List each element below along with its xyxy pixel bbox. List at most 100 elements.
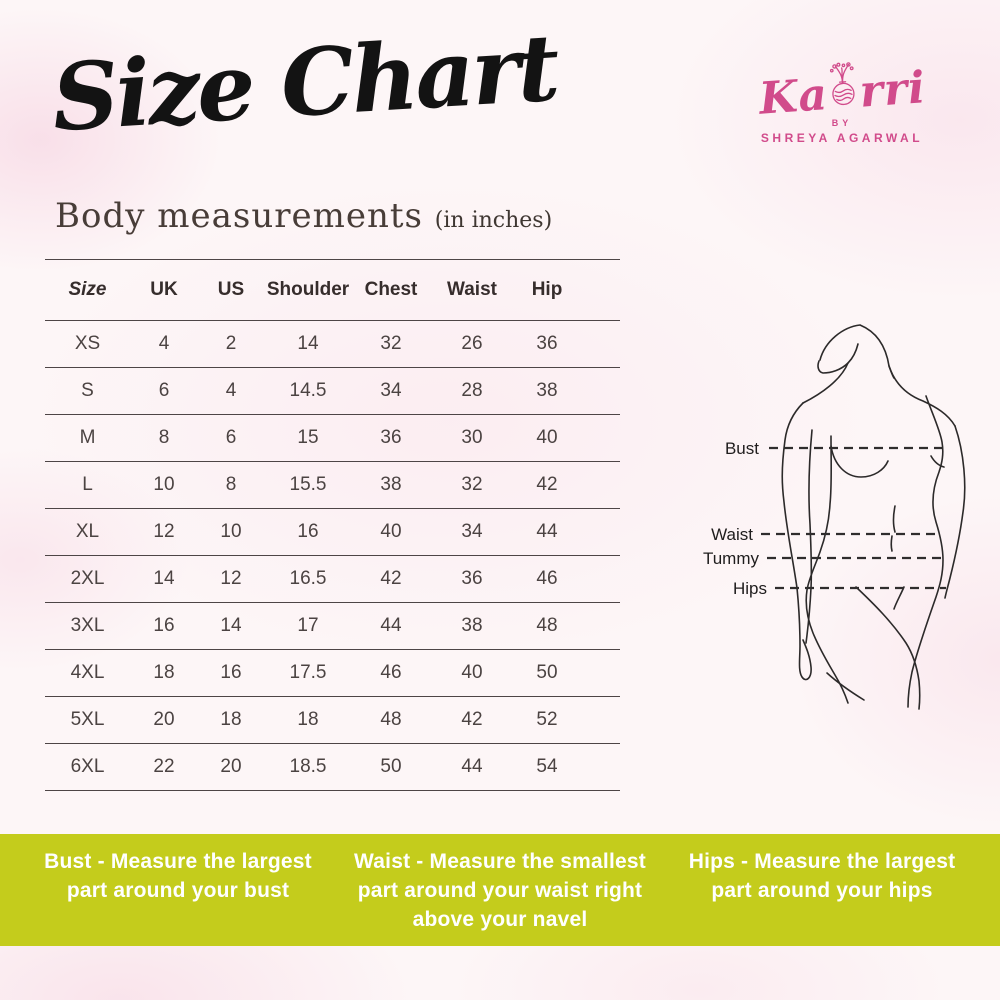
table-row: XL 12 10 16 40 34 44 (45, 508, 620, 556)
measurement-cell: 2 (198, 320, 264, 368)
size-cell: 4XL (45, 649, 130, 697)
measurement-cell: 32 (430, 461, 514, 509)
measurement-cell: 30 (430, 414, 514, 462)
measurement-cell: 42 (514, 461, 620, 509)
column-header-shoulder: Shoulder (264, 259, 352, 321)
subtitle-unit-note: (in inches) (434, 208, 553, 233)
measurement-cell: 46 (514, 555, 620, 603)
measurement-cell: 20 (130, 696, 198, 744)
column-header-chest: Chest (352, 259, 430, 321)
measurement-cell: 17.5 (264, 649, 352, 697)
section-subtitle: Body measurements (in inches) (55, 196, 552, 236)
size-cell: 6XL (45, 743, 130, 791)
measurement-cell: 14 (130, 555, 198, 603)
table-row: 4XL 18 16 17.5 46 40 50 (45, 649, 620, 697)
table-row: 3XL 16 14 17 44 38 48 (45, 602, 620, 650)
measurement-cell: 10 (198, 508, 264, 556)
page-title: Size Chart (49, 13, 560, 153)
size-cell: 3XL (45, 602, 130, 650)
waist-label: Waist (711, 525, 753, 544)
measurement-cell: 44 (514, 508, 620, 556)
table-row: 6XL 22 20 18.5 50 44 54 (45, 743, 620, 791)
measurement-cell: 38 (514, 367, 620, 415)
measurement-cell: 16.5 (264, 555, 352, 603)
measurement-banner: Bust - Measure the largest part around yo… (0, 834, 1000, 946)
banner-desc-hips: Measure the largest part around your hip… (711, 850, 956, 902)
measurement-cell: 36 (352, 414, 430, 462)
size-cell: M (45, 414, 130, 462)
measurement-cell: 17 (264, 602, 352, 650)
banner-term-waist: Waist - (354, 850, 424, 873)
measurement-cell: 42 (430, 696, 514, 744)
measurement-cell: 16 (130, 602, 198, 650)
measurement-cell: 18 (198, 696, 264, 744)
column-header-us: US (198, 259, 264, 321)
measurement-cell: 52 (514, 696, 620, 744)
column-header-size: Size (45, 259, 130, 321)
measurement-cell: 32 (352, 320, 430, 368)
header-row: Size UK US Shoulder Chest Waist Hip (45, 259, 620, 321)
size-cell: XS (45, 320, 130, 368)
measurement-cell: 14 (198, 602, 264, 650)
measurement-cell: 46 (352, 649, 430, 697)
measurement-cell: 8 (130, 414, 198, 462)
measurement-cell: 14 (264, 320, 352, 368)
measurement-cell: 44 (430, 743, 514, 791)
size-cell: 5XL (45, 696, 130, 744)
tummy-label: Tummy (703, 549, 760, 568)
measurement-cell: 28 (430, 367, 514, 415)
measurement-cell: 12 (130, 508, 198, 556)
measurement-cell: 48 (352, 696, 430, 744)
female-outline-illustration: Bust Waist Tummy Hips (703, 324, 966, 710)
table-row: XS 4 2 14 32 26 36 (45, 320, 620, 368)
measurement-cell: 15 (264, 414, 352, 462)
table-row: S 6 4 14.5 34 28 38 (45, 367, 620, 415)
brand-name: Ka rri (740, 55, 943, 125)
measurement-cell: 38 (352, 461, 430, 509)
flower-vase-icon (827, 61, 860, 113)
measurement-cell: 40 (514, 414, 620, 462)
brand-by-label: BY (831, 117, 853, 128)
measurement-cell: 18.5 (264, 743, 352, 791)
measurement-cell: 4 (198, 367, 264, 415)
hips-label: Hips (733, 579, 767, 598)
measurement-cell: 54 (514, 743, 620, 791)
column-header-uk: UK (130, 259, 198, 321)
measurement-cell: 15.5 (264, 461, 352, 509)
body-figure-diagram: Bust Waist Tummy Hips (655, 300, 990, 730)
size-table: Size UK US Shoulder Chest Waist Hip XS 4 2… (45, 259, 620, 791)
measurement-cell: 38 (430, 602, 514, 650)
measurement-cell: 34 (352, 367, 430, 415)
table-row: 2XL 14 12 16.5 42 36 46 (45, 555, 620, 603)
banner-desc-bust: Measure the largest part around your bus… (66, 850, 312, 902)
size-table-body: XS 4 2 14 32 26 36 S 6 4 14.5 34 28 38 M 8 6 15 36 30 40 L 10 8… (45, 320, 620, 791)
banner-item-bust: Bust - Measure the largest part around yo… (28, 847, 328, 905)
measurement-cell: 50 (352, 743, 430, 791)
measurement-cell: 16 (198, 649, 264, 697)
measurement-cell: 42 (352, 555, 430, 603)
measurement-cell: 48 (514, 602, 620, 650)
measurement-cell: 26 (430, 320, 514, 368)
bust-label: Bust (725, 439, 759, 458)
measurement-cell: 10 (130, 461, 198, 509)
measurement-cell: 6 (130, 367, 198, 415)
measurement-cell: 16 (264, 508, 352, 556)
measurement-cell: 12 (198, 555, 264, 603)
size-cell: L (45, 461, 130, 509)
measurement-cell: 8 (198, 461, 264, 509)
measurement-cell: 40 (430, 649, 514, 697)
brand-logo: Ka rri BY SHREYA AGARWAL (742, 62, 942, 145)
measurement-cell: 40 (352, 508, 430, 556)
brand-name-start: Ka (757, 69, 830, 125)
measurement-cell: 36 (514, 320, 620, 368)
column-header-hip: Hip (514, 259, 620, 321)
brand-owner-name: SHREYA AGARWAL (760, 130, 924, 145)
measurement-cell: 34 (430, 508, 514, 556)
table-row: M 8 6 15 36 30 40 (45, 414, 620, 462)
measurement-cell: 18 (130, 649, 198, 697)
measurement-cell: 6 (198, 414, 264, 462)
measurement-cell: 18 (264, 696, 352, 744)
banner-term-bust: Bust - (44, 850, 105, 873)
measurement-cell: 44 (352, 602, 430, 650)
